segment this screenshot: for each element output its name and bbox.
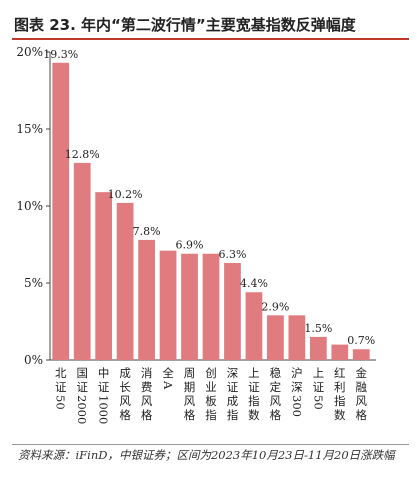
data-label: 12.8%: [65, 148, 100, 161]
category-label: 国证: [76, 366, 88, 394]
category-label-part: 300: [290, 395, 304, 417]
category-label: 全: [162, 366, 174, 380]
y-tick-label: 20%: [16, 45, 43, 59]
category-label-part: 1000: [97, 395, 111, 424]
bar: [267, 315, 284, 360]
bar: [309, 336, 327, 360]
bar: [288, 315, 306, 360]
category-label-part: 2000: [75, 395, 89, 424]
data-label: 10.2%: [108, 188, 143, 201]
category-label: 消费风格: [141, 366, 153, 422]
category-label: 成长风格: [119, 366, 131, 422]
bar: [159, 250, 177, 360]
y-tick-label: 5%: [24, 276, 43, 290]
data-label: 0.7%: [347, 334, 375, 347]
bar: [95, 192, 113, 360]
y-tick-label: 0%: [24, 353, 43, 367]
bar: [224, 262, 241, 360]
category-label: 深证成指: [227, 366, 239, 422]
bar: [245, 292, 263, 360]
bar: [202, 253, 220, 360]
category-label: 中证: [98, 366, 110, 394]
y-tick-label: 10%: [16, 199, 43, 213]
category-label: 周期风格: [184, 366, 196, 422]
data-label: 6.3%: [218, 248, 246, 261]
bar: [116, 202, 134, 360]
category-label: 沪深: [291, 366, 303, 394]
title-bar: 图表 23. 年内“第二波行情”主要宽基指数反弹幅度: [12, 10, 409, 40]
category-label: 红利指数: [334, 366, 346, 422]
category-label: 上证: [313, 366, 325, 394]
category-label: 创业板指: [205, 366, 217, 422]
bar: [331, 344, 349, 360]
bar: [52, 62, 70, 360]
category-label: 金融风格: [356, 366, 368, 422]
category-label-part: A: [161, 380, 175, 390]
data-label: 19.3%: [43, 48, 78, 61]
chart-title: 图表 23. 年内“第二波行情”主要宽基指数反弹幅度: [14, 16, 356, 34]
bar: [352, 349, 370, 360]
data-label: 1.5%: [304, 322, 332, 335]
category-label-part: 50: [311, 395, 325, 410]
data-label: 2.9%: [261, 300, 289, 313]
data-label: 6.9%: [176, 239, 204, 252]
category-label: 稳定风格: [270, 366, 282, 422]
source-divider: 资料来源：iFinD，中银证券；区间为2023年10月23日-11月20日涨跌幅: [12, 444, 409, 462]
bar-chart: 0%5%10%15%20% 19.3%北证5012.8%国证2000中证10001…: [16, 45, 376, 424]
y-tick-label: 15%: [16, 122, 43, 136]
category-label: 北证: [55, 366, 67, 394]
data-label: 4.4%: [240, 277, 268, 290]
bar: [181, 253, 198, 360]
bar: [138, 239, 155, 360]
source-note: 资料来源：iFinD，中银证券；区间为2023年10月23日-11月20日涨跌幅: [18, 448, 395, 462]
data-label: 7.8%: [133, 225, 161, 238]
bar: [73, 162, 91, 360]
category-label-part: 50: [54, 395, 68, 410]
category-label: 上证指数: [248, 366, 260, 422]
